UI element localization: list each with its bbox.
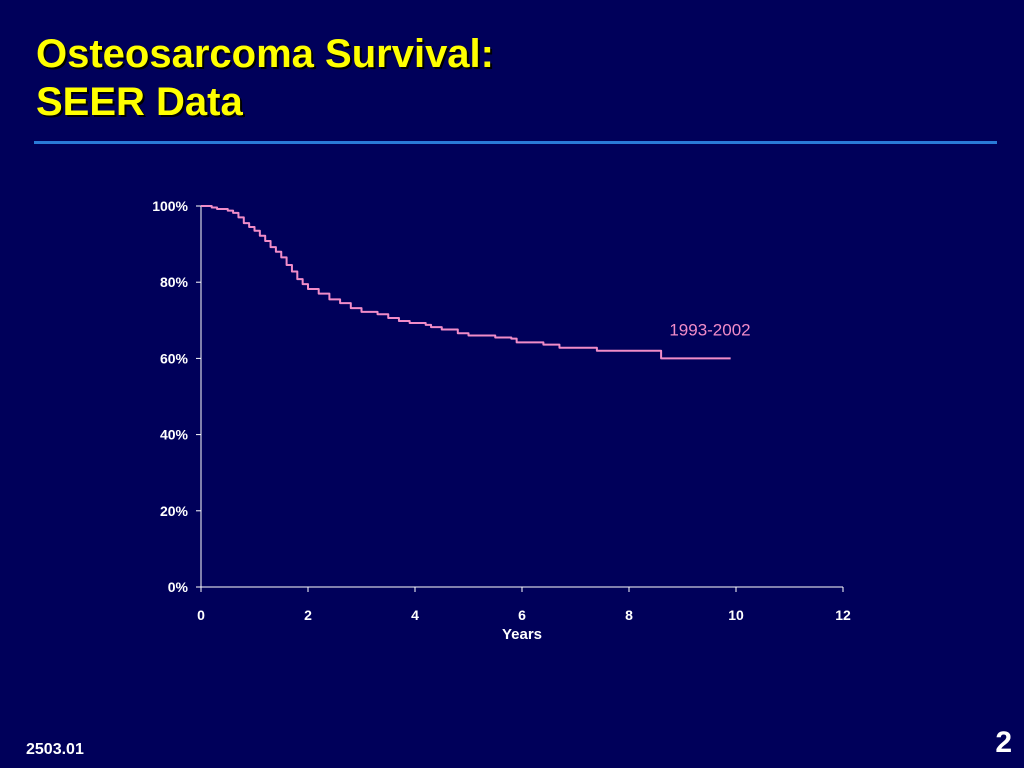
y-tick-label: 100% xyxy=(152,198,188,214)
title-divider xyxy=(34,141,997,144)
slide-title-line-2: SEER Data xyxy=(36,80,243,124)
slide-title-line-1: Osteosarcoma Survival: xyxy=(36,32,494,76)
x-tick-label: 0 xyxy=(197,607,205,623)
y-tick-label: 40% xyxy=(160,427,189,443)
x-tick-label: 10 xyxy=(728,607,744,623)
slide-title: Osteosarcoma Survival: SEER Data xyxy=(36,30,494,126)
x-axis-label: Years xyxy=(502,626,542,643)
series-label: 1993-2002 xyxy=(669,320,750,339)
x-tick-label: 2 xyxy=(304,607,312,623)
x-tick-label: 8 xyxy=(625,607,633,623)
y-tick-label: 0% xyxy=(168,579,189,595)
slide-number: 2 xyxy=(995,726,1012,759)
slide-code: 2503.01 xyxy=(26,741,84,758)
series-line-1993-2002 xyxy=(201,205,731,360)
y-tick-label: 60% xyxy=(160,350,189,366)
x-tick-label: 4 xyxy=(411,607,419,623)
y-tick-label: 20% xyxy=(160,503,189,519)
y-tick-label: 80% xyxy=(160,274,189,290)
x-tick-label: 6 xyxy=(518,607,526,623)
x-tick-label: 12 xyxy=(835,607,851,623)
